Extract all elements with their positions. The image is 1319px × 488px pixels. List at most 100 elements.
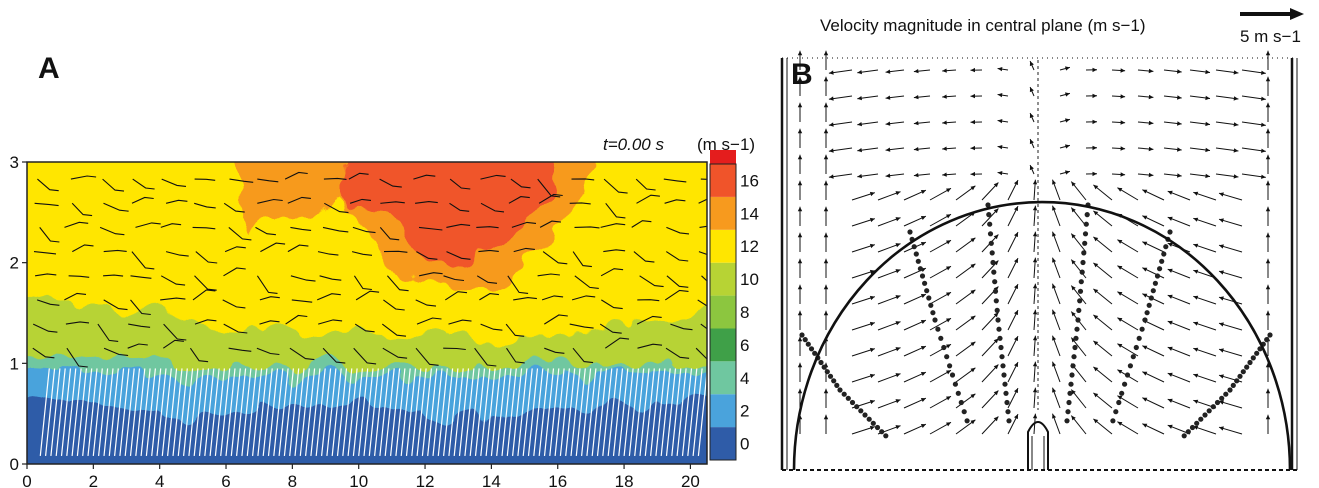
flow-vector-head xyxy=(869,425,875,431)
flow-vector-head xyxy=(1167,190,1173,195)
flow-vector-head xyxy=(869,399,875,405)
flow-vector-head xyxy=(895,295,901,300)
near-ground-vector xyxy=(665,368,677,456)
trajectory-dot xyxy=(1119,390,1125,396)
wind-vector xyxy=(603,249,626,253)
flow-vector-head xyxy=(823,206,829,212)
trajectory-dot xyxy=(812,350,818,356)
flow-vector-head xyxy=(1117,421,1123,426)
flow-vector-head xyxy=(993,338,999,344)
flow-vector-head xyxy=(797,206,803,212)
flow-vector-head xyxy=(1014,284,1018,290)
wind-vector xyxy=(255,226,276,236)
flow-vector-head xyxy=(997,67,1003,72)
x-tick-label: 20 xyxy=(681,472,700,488)
wind-vector xyxy=(71,202,93,217)
flow-vector-head xyxy=(823,284,829,290)
flow-vector-head xyxy=(970,419,976,425)
x-tick-label: 12 xyxy=(416,472,435,488)
near-ground-vector xyxy=(464,368,475,456)
colorbar-tick-label: 12 xyxy=(740,237,759,256)
flow-vector-head xyxy=(1071,259,1076,265)
near-ground-vector xyxy=(374,368,385,456)
flow-vector-head xyxy=(869,269,875,275)
trajectory-dot xyxy=(1254,350,1260,356)
trajectory-dot xyxy=(993,298,999,304)
flow-vector-head xyxy=(1093,210,1099,216)
flow-vector-head xyxy=(823,128,829,134)
flow-vector-head xyxy=(997,93,1003,98)
trajectory-dot xyxy=(845,395,851,401)
trajectory-dot xyxy=(1076,307,1082,313)
flow-vector-head xyxy=(1142,423,1148,428)
trajectory-dot xyxy=(1185,429,1191,435)
wind-vector xyxy=(192,226,216,230)
near-ground-vector xyxy=(575,368,586,456)
flow-vector-head xyxy=(828,174,834,179)
flow-vector-head xyxy=(997,119,1003,124)
flow-vector-head xyxy=(993,208,999,214)
near-ground-vector xyxy=(363,368,374,456)
trajectory-dots xyxy=(799,202,1273,439)
near-ground-vector xyxy=(443,368,454,456)
x-tick-label: 6 xyxy=(221,472,230,488)
trajectory-dot xyxy=(821,364,827,370)
flow-vector-head xyxy=(823,258,829,264)
flow-vector-head xyxy=(1142,371,1148,376)
near-ground-vector xyxy=(687,368,698,456)
flow-vector-head xyxy=(1032,335,1038,341)
near-ground-vector xyxy=(501,368,512,456)
flow-vector-head xyxy=(1142,345,1148,350)
near-ground-vector xyxy=(294,368,305,456)
wind-vector xyxy=(322,347,346,364)
trajectory-dot xyxy=(928,302,934,308)
near-ground-vector xyxy=(283,368,294,456)
flow-vector-head xyxy=(942,94,947,99)
flow-vector-head xyxy=(946,318,951,323)
wind-vector xyxy=(135,222,161,228)
wind-vector xyxy=(70,175,97,180)
flow-vector-head xyxy=(970,367,976,373)
flow-vector-head xyxy=(920,424,926,428)
flow-vector-head xyxy=(1177,69,1182,74)
flow-vector-head xyxy=(920,320,926,324)
trajectory-dot xyxy=(1247,359,1253,366)
trajectory-dot xyxy=(1067,390,1073,396)
wind-vector xyxy=(599,323,622,334)
dome-outline xyxy=(792,200,1292,471)
flow-vector-head xyxy=(946,188,951,193)
near-ground-vector xyxy=(209,368,220,456)
trajectory-dot xyxy=(1116,399,1122,406)
wind-vector xyxy=(666,275,689,288)
near-ground-vector xyxy=(45,368,56,456)
wind-vector xyxy=(670,323,693,331)
wind-vector xyxy=(103,274,124,277)
trajectory-dot xyxy=(994,307,1000,313)
wind-vector xyxy=(698,198,707,204)
near-ground-vector xyxy=(177,368,188,456)
wind-vector xyxy=(259,320,280,325)
flow-vector-head xyxy=(1117,343,1123,348)
near-ground-vector xyxy=(225,368,236,456)
wind-vector xyxy=(32,323,58,333)
near-ground-vector xyxy=(517,368,528,456)
flow-vector-head xyxy=(1032,309,1038,315)
trajectory-dot xyxy=(1136,335,1142,341)
flow-vector-head xyxy=(797,258,803,264)
colorbar-tick-label: 8 xyxy=(740,303,749,322)
trajectory-dot xyxy=(917,266,923,272)
near-ground-vector xyxy=(76,368,87,456)
wind-vector xyxy=(633,251,655,263)
wind-vector xyxy=(259,296,280,301)
flow-vector-head xyxy=(1052,335,1057,341)
near-ground-vector xyxy=(315,368,326,456)
wind-vector xyxy=(600,223,626,228)
flow-vector-head xyxy=(1052,413,1057,419)
near-ground-vector xyxy=(273,368,284,456)
wind-vector xyxy=(160,275,186,286)
flow-vector-head xyxy=(857,96,862,101)
flow-vector-head xyxy=(895,269,901,274)
trajectory-dot xyxy=(1250,355,1256,361)
trajectory-dot xyxy=(958,399,964,406)
flow-vector-head xyxy=(1117,187,1123,192)
